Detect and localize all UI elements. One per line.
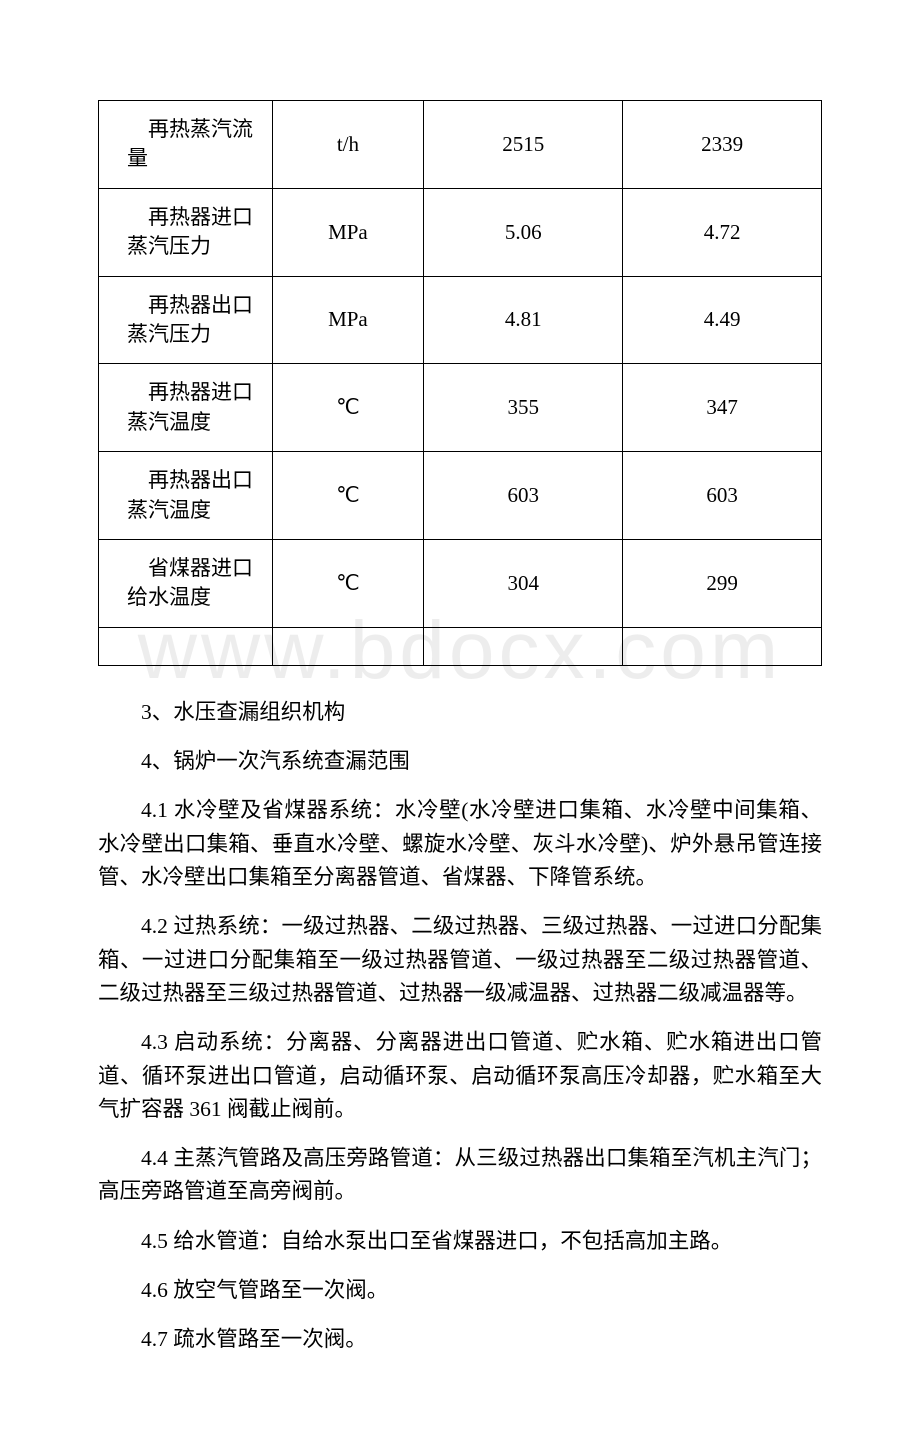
param-unit: MPa xyxy=(272,188,424,276)
para-4-7: 4.7 疏水管路至一次阀。 xyxy=(98,1323,822,1356)
param-unit: t/h xyxy=(272,101,424,189)
param-value-2: 4.49 xyxy=(623,276,822,364)
empty-cell xyxy=(272,627,424,665)
para-4-2: 4.2 过热系统：一级过热器、二级过热器、三级过热器、一过进口分配集箱、一过进口… xyxy=(98,910,822,1010)
param-value-1: 304 xyxy=(424,539,623,627)
param-unit: ℃ xyxy=(272,452,424,540)
table-row: 再热器出口蒸汽压力MPa4.814.49 xyxy=(99,276,822,364)
empty-cell xyxy=(424,627,623,665)
param-value-2: 603 xyxy=(623,452,822,540)
para-4-6: 4.6 放空气管路至一次阀。 xyxy=(98,1274,822,1307)
para-4: 4、锅炉一次汽系统查漏范围 xyxy=(98,745,822,778)
para-4-4: 4.4 主蒸汽管路及高压旁路管道：从三级过热器出口集箱至汽机主汽门；高压旁路管道… xyxy=(98,1142,822,1209)
param-value-2: 299 xyxy=(623,539,822,627)
param-label: 省煤器进口给水温度 xyxy=(99,539,273,627)
param-value-1: 355 xyxy=(424,364,623,452)
table-row: 再热器进口蒸汽压力MPa5.064.72 xyxy=(99,188,822,276)
table-row: 再热器出口蒸汽温度℃603603 xyxy=(99,452,822,540)
parameters-table: 再热蒸汽流量t/h25152339 再热器进口蒸汽压力MPa5.064.72 再… xyxy=(98,100,822,666)
para-4-3: 4.3 启动系统：分离器、分离器进出口管道、贮水箱、贮水箱进出口管道、循环泵进出… xyxy=(98,1026,822,1126)
param-value-1: 2515 xyxy=(424,101,623,189)
param-label: 再热器进口蒸汽压力 xyxy=(99,188,273,276)
param-value-2: 2339 xyxy=(623,101,822,189)
param-value-2: 347 xyxy=(623,364,822,452)
para-4-1: 4.1 水冷壁及省煤器系统：水冷壁(水冷壁进口集箱、水冷壁中间集箱、水冷壁出口集… xyxy=(98,794,822,894)
table-row: 省煤器进口给水温度℃304299 xyxy=(99,539,822,627)
param-value-1: 603 xyxy=(424,452,623,540)
param-unit: MPa xyxy=(272,276,424,364)
empty-cell xyxy=(99,627,273,665)
para-4-5: 4.5 给水管道：自给水泵出口至省煤器进口，不包括高加主路。 xyxy=(98,1225,822,1258)
param-unit: ℃ xyxy=(272,539,424,627)
param-value-2: 4.72 xyxy=(623,188,822,276)
param-unit: ℃ xyxy=(272,364,424,452)
param-value-1: 4.81 xyxy=(424,276,623,364)
para-3: 3、水压查漏组织机构 xyxy=(98,696,822,729)
param-label: 再热蒸汽流量 xyxy=(99,101,273,189)
table-row: 再热器进口蒸汽温度℃355347 xyxy=(99,364,822,452)
empty-cell xyxy=(623,627,822,665)
table-row-empty xyxy=(99,627,822,665)
table-row: 再热蒸汽流量t/h25152339 xyxy=(99,101,822,189)
param-label: 再热器进口蒸汽温度 xyxy=(99,364,273,452)
param-value-1: 5.06 xyxy=(424,188,623,276)
page-content: 再热蒸汽流量t/h25152339 再热器进口蒸汽压力MPa5.064.72 再… xyxy=(98,100,822,1357)
body-text: 3、水压查漏组织机构 4、锅炉一次汽系统查漏范围 4.1 水冷壁及省煤器系统：水… xyxy=(98,696,822,1357)
param-label: 再热器出口蒸汽温度 xyxy=(99,452,273,540)
param-label: 再热器出口蒸汽压力 xyxy=(99,276,273,364)
